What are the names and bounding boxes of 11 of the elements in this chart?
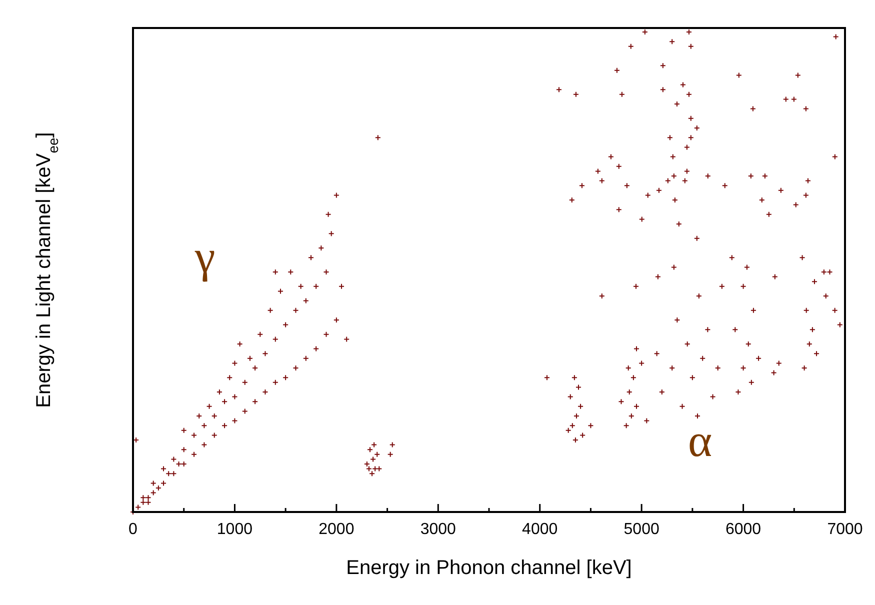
annotation: α [688, 415, 712, 466]
x-axis-title: Energy in Phonon channel [keV] [346, 557, 632, 579]
x-tick-label: 4000 [522, 521, 558, 538]
x-tick-label: 0 [128, 521, 138, 538]
x-tick-label: 7000 [827, 521, 863, 538]
x-tick-label: 3000 [420, 521, 456, 538]
annotation: γ [194, 231, 216, 282]
x-tick-label: 1000 [216, 521, 253, 538]
x-tick-label: 2000 [318, 521, 354, 538]
x-tick-label: 5000 [624, 521, 660, 538]
x-tick-label: 6000 [725, 521, 762, 538]
